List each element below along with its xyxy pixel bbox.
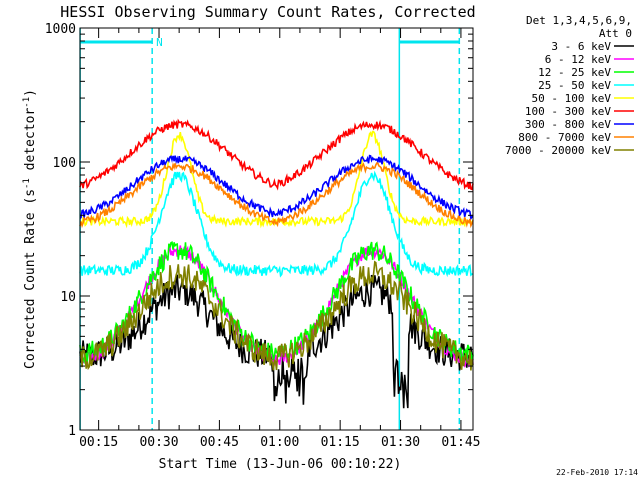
legend-label-5: 50 - 100 keV bbox=[532, 92, 612, 105]
y-tick-label: 100 bbox=[53, 156, 76, 171]
x-tick-label: 01:30 bbox=[381, 435, 420, 450]
series-line-8 bbox=[79, 162, 474, 229]
y-axis: 1 10 100 1000 bbox=[45, 22, 473, 439]
x-axis: 00:15 00:30 00:45 01:00 01:15 01:30 01:45 bbox=[79, 28, 480, 450]
flag-layer: N bbox=[79, 28, 461, 430]
night-flag-label: N bbox=[156, 36, 163, 49]
x-tick-label: 01:00 bbox=[260, 435, 299, 450]
y-tick-label: 1 bbox=[68, 424, 76, 439]
footer-date: 22-Feb-2010 17:14 bbox=[556, 468, 638, 477]
x-tick-label: 01:45 bbox=[441, 435, 480, 450]
plot-frame bbox=[79, 27, 474, 431]
y-axis-label-main: Corrected Count Rate (s bbox=[23, 189, 38, 369]
series-layer bbox=[79, 118, 474, 409]
y-axis-label-sup1: -1 bbox=[22, 178, 32, 189]
legend-header-line1: Det 1,3,4,5,6,9, bbox=[526, 14, 632, 27]
series-line-4 bbox=[79, 170, 474, 278]
legend-label-9: 7000 - 20000 keV bbox=[505, 144, 611, 157]
y-tick-label: 10 bbox=[60, 290, 76, 305]
series-line-6 bbox=[79, 118, 474, 191]
series-line-3 bbox=[79, 241, 474, 366]
legend-label-1: 3 - 6 keV bbox=[551, 40, 611, 53]
legend-label-6: 100 - 300 keV bbox=[525, 105, 611, 118]
x-tick-label: 01:15 bbox=[321, 435, 360, 450]
y-axis-label-end: ) bbox=[23, 89, 38, 97]
chart-title: HESSI Observing Summary Count Rates, Cor… bbox=[60, 3, 475, 21]
legend-label-7: 300 - 800 keV bbox=[525, 118, 611, 131]
y-axis-label-sup2: -1 bbox=[22, 97, 32, 108]
x-tick-label: 00:45 bbox=[200, 435, 239, 450]
legend-label-4: 25 - 50 keV bbox=[538, 79, 611, 92]
series-line-7 bbox=[79, 154, 474, 221]
x-tick-label: 00:30 bbox=[139, 435, 178, 450]
legend-label-3: 12 - 25 keV bbox=[538, 66, 611, 79]
y-axis-label-mid: detector bbox=[23, 108, 38, 179]
y-tick-label: 1000 bbox=[45, 22, 76, 37]
legend-label-8: 800 - 7000 keV bbox=[518, 131, 611, 144]
legend-header-line2: Att 0 bbox=[599, 27, 632, 40]
y-axis-label: Corrected Count Rate (s-1 detector-1) bbox=[22, 89, 38, 369]
x-axis-label: Start Time (13-Jun-06 00:10:22) bbox=[159, 457, 402, 472]
series-line-9 bbox=[79, 260, 474, 371]
x-tick-label: 00:15 bbox=[79, 435, 118, 450]
series-line-1 bbox=[79, 274, 474, 409]
legend-label-2: 6 - 12 keV bbox=[545, 53, 612, 66]
